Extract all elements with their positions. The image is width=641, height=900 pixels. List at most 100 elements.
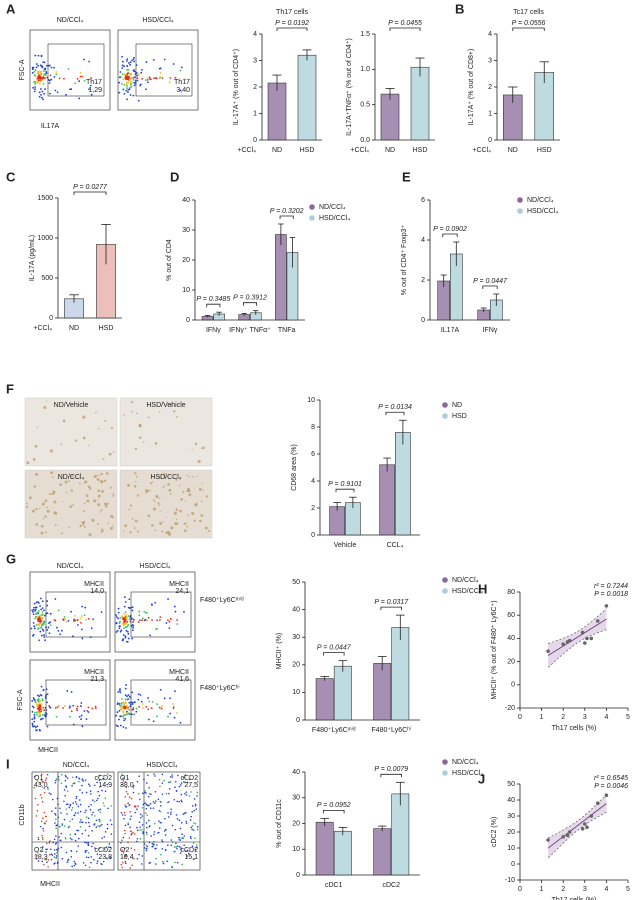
flow-dot (41, 714, 44, 716)
p-value: P = 0.3912 (233, 295, 267, 302)
flow-dot (179, 69, 182, 72)
point (585, 825, 589, 829)
flow-dot (39, 825, 42, 828)
flow-dot (41, 850, 44, 852)
panel-letter: H (478, 581, 487, 596)
stain (168, 488, 172, 492)
error-bar (302, 49, 312, 61)
flow-dot (161, 782, 164, 784)
flow-dot (127, 712, 130, 715)
flow-dot (144, 790, 146, 792)
x-tick-label: 5 (626, 714, 630, 721)
legend-label: HSD/CCl₄ (319, 215, 350, 222)
flow-dot (35, 63, 38, 65)
flow-dot (92, 811, 94, 814)
error-bar (385, 88, 395, 100)
quadrant-value: 43,0 (34, 782, 48, 789)
flow-dot (41, 66, 44, 69)
stain (106, 502, 109, 506)
annotation: P = 0.0046 (594, 783, 628, 790)
flow-dot (35, 703, 38, 705)
y-tick-label: 40 (292, 606, 300, 613)
quadrant-name: cCD2 (94, 847, 112, 854)
flow-dot (72, 776, 74, 779)
flow-dot (33, 602, 36, 605)
stain (83, 510, 86, 513)
stain (62, 419, 66, 423)
x-tick-label: IL17A (441, 327, 460, 334)
flow-dot (71, 818, 74, 820)
stain (112, 525, 114, 527)
flow-dot (99, 808, 102, 811)
flow-dot (45, 72, 48, 75)
legend-label: ND/CCl₄ (452, 759, 479, 766)
error-bar (539, 61, 549, 84)
flow-dot (72, 802, 74, 804)
flow-dot (33, 90, 36, 93)
flow-dot (64, 794, 66, 797)
flow-dot (46, 701, 49, 704)
flow-dot (126, 87, 128, 89)
flow-dot (106, 823, 109, 826)
stain (41, 502, 45, 506)
error-bar (216, 311, 222, 316)
image-title: HSD/Vehicle (146, 402, 185, 409)
stain (131, 401, 134, 404)
flow-dot (78, 715, 81, 718)
image-title: ND/Vehicle (54, 402, 89, 409)
flow-dot (158, 831, 160, 834)
flow-dot (132, 626, 134, 629)
flow-dot (37, 602, 40, 604)
flow-dot (136, 77, 139, 80)
stain (134, 472, 137, 475)
bar (315, 678, 334, 721)
p-bracket (279, 215, 294, 219)
p-bracket (380, 773, 402, 778)
confidence-lower (547, 629, 607, 668)
legend-swatch (309, 204, 315, 210)
stain (154, 529, 157, 532)
flow-dot (132, 618, 135, 621)
flow-dot (139, 619, 141, 622)
flow-dot (146, 826, 148, 829)
flow-dot (37, 711, 40, 713)
flow-dot (38, 639, 41, 642)
flow-dot (69, 88, 71, 91)
flow-dot (154, 775, 156, 777)
flow-dot (177, 836, 180, 839)
stain (26, 505, 29, 509)
stain (196, 475, 199, 477)
flow-dot (39, 621, 42, 624)
flow-dot (40, 707, 43, 709)
flow-dot (155, 863, 157, 865)
y-tick-label: 40 (507, 635, 515, 642)
flow-dot (36, 698, 39, 701)
y-tick-label: 0 (296, 717, 300, 724)
flow-dot (34, 86, 37, 88)
flow-dot (33, 787, 36, 789)
stain (112, 494, 115, 497)
stain (85, 494, 89, 498)
flow-dot (143, 610, 146, 613)
y-tick-label: 6 (421, 197, 425, 204)
flow-dot (90, 856, 93, 858)
bar (315, 821, 334, 876)
flow-dot (53, 619, 56, 622)
flow-dot (173, 850, 175, 853)
legend-swatch (309, 215, 315, 221)
stain (193, 519, 196, 522)
axis-label: FSC-A (19, 59, 26, 80)
flow-dot (73, 618, 76, 621)
gate (47, 43, 105, 97)
error-bar (272, 74, 282, 91)
stain (139, 424, 142, 428)
flow-dot (87, 706, 90, 709)
y-tick-label: 1.5 (360, 31, 370, 38)
bar (297, 54, 317, 141)
flow-dot (141, 619, 143, 621)
stain (184, 500, 186, 502)
flow-dot (154, 601, 157, 604)
flow-dot (132, 708, 135, 711)
flow-dot (161, 705, 164, 707)
y-axis-label: CD68 area (%) (291, 444, 298, 491)
